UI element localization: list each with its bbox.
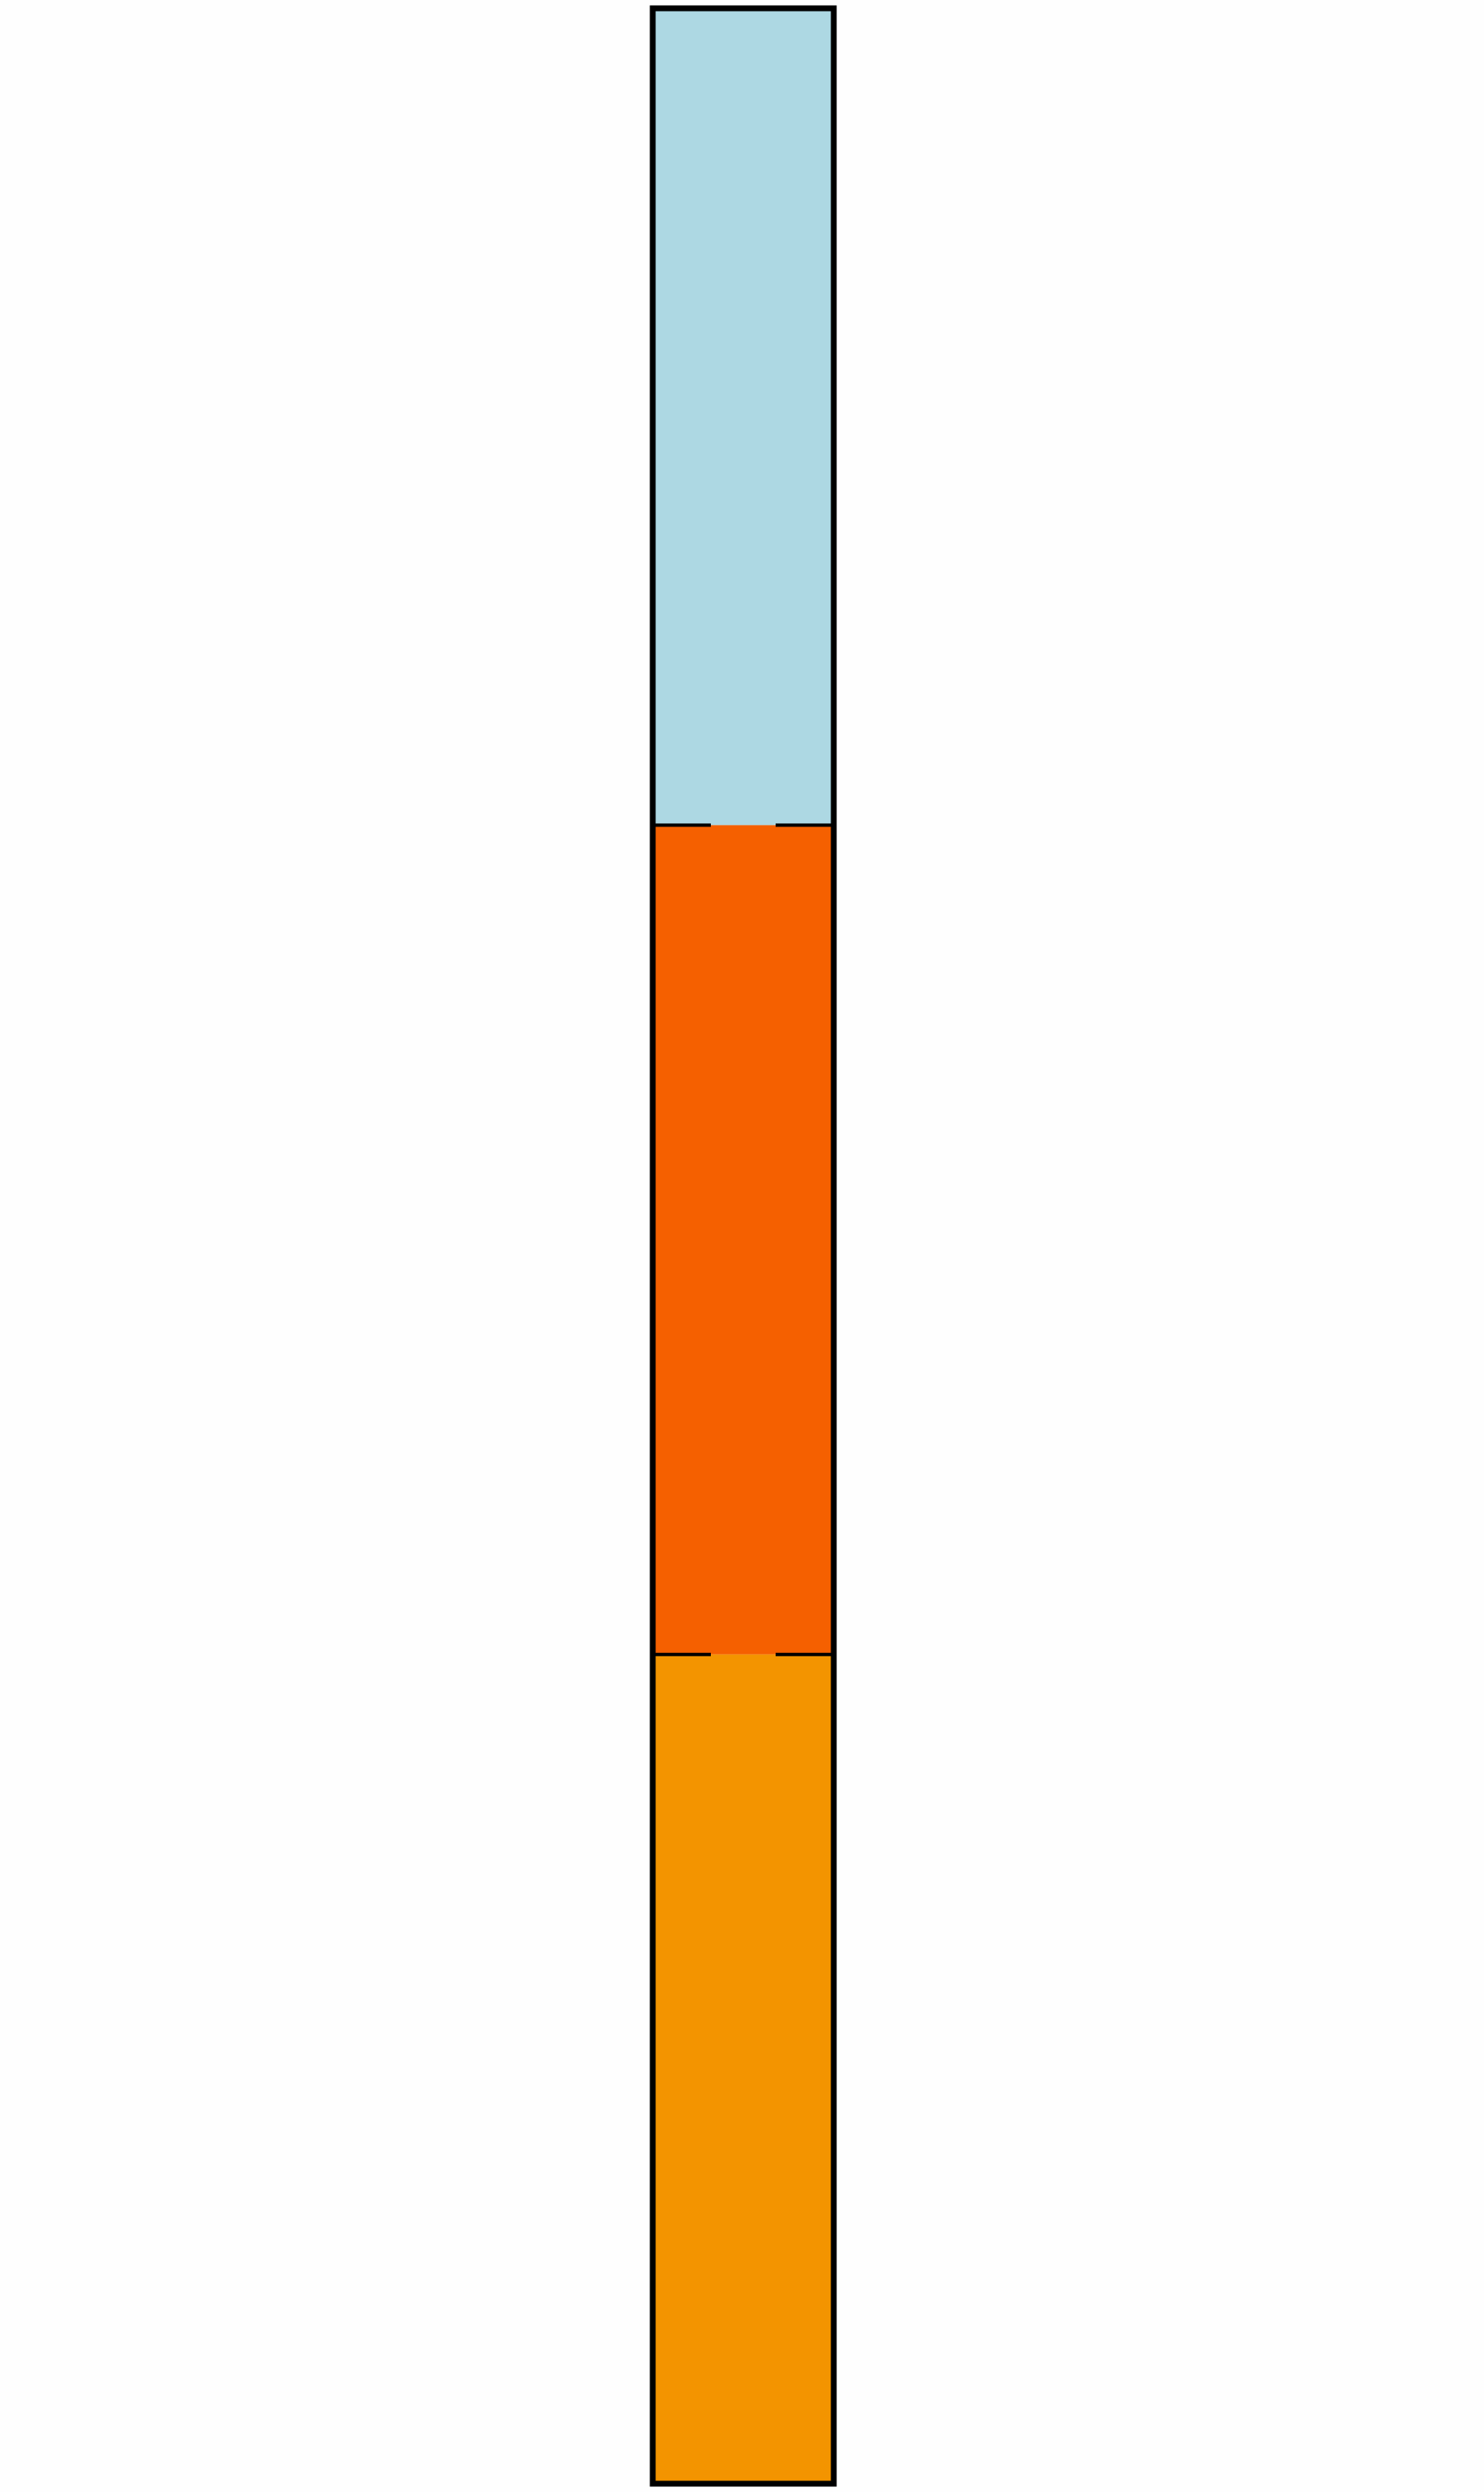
segment-bottom xyxy=(653,1654,834,2484)
bar-outline xyxy=(649,5,837,2487)
segment-middle xyxy=(653,825,834,1655)
segment-dividers xyxy=(653,823,834,1656)
segment-top xyxy=(653,8,834,826)
bar-segments xyxy=(653,8,834,2484)
